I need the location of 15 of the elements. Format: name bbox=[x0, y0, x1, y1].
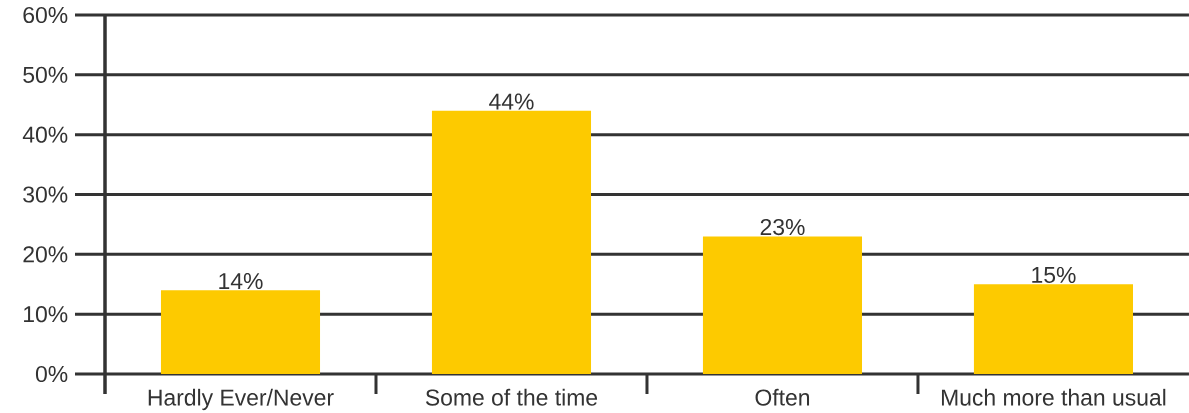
y-tick-label: 60% bbox=[23, 6, 68, 24]
y-tick-label: 0% bbox=[35, 365, 68, 383]
x-tick-label: Hardly Ever/Never bbox=[148, 388, 334, 411]
y-tick-label: 40% bbox=[22, 126, 68, 143]
x-tick-label: Much more than usual bbox=[941, 388, 1166, 406]
x-tick-label: Often bbox=[755, 388, 810, 406]
x-tick-label: Some of the time bbox=[425, 388, 598, 406]
y-tick-label: 20% bbox=[23, 246, 68, 263]
data-label: 14% bbox=[219, 272, 263, 290]
y-tick-label: 50% bbox=[23, 66, 68, 83]
data-label: 44% bbox=[489, 93, 534, 110]
data-label: 23% bbox=[760, 218, 805, 236]
y-tick-label: 10% bbox=[24, 306, 68, 323]
y-tick-label: 30% bbox=[23, 186, 68, 203]
data-label: 15% bbox=[1032, 266, 1076, 284]
